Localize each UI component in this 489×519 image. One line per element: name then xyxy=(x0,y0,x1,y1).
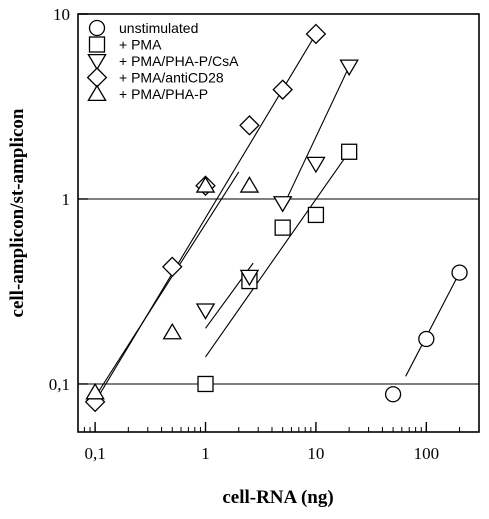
legend-label: + PMA/PHA-P xyxy=(119,86,208,102)
data-point-diamond xyxy=(305,23,327,45)
x-tick-label: 1 xyxy=(201,444,210,463)
fit-line xyxy=(94,171,240,398)
plot-frame xyxy=(77,13,480,433)
data-point-diamond xyxy=(161,256,183,278)
data-point-triangle-down xyxy=(306,156,326,174)
legend-label: + PMA xyxy=(119,37,162,53)
legend-marker-diamond xyxy=(86,67,108,88)
legend-marker-triangle-up xyxy=(87,84,107,102)
y-axis-label: cell-amplicon/st-amplicon xyxy=(7,108,28,317)
legend-label: + PMA/antiCD28 xyxy=(119,70,224,86)
fit-line xyxy=(205,151,350,358)
legend: unstimulated+ PMA+ PMA/PHA-P/CsA+ PMA/an… xyxy=(86,19,239,102)
legend-marker-square xyxy=(88,36,106,53)
x-axis-label: cell-RNA (ng) xyxy=(222,487,333,508)
data-point-circle xyxy=(384,386,402,403)
fit-line xyxy=(282,66,350,208)
data-point-triangle-down xyxy=(339,59,359,77)
axis-ticks: 0,1 1 10 100 0,1 1 10 xyxy=(49,5,439,463)
data-point-diamond xyxy=(239,115,260,136)
data-point-square xyxy=(341,143,358,160)
data-point-circle xyxy=(418,330,435,348)
x-tick-label: 10 xyxy=(307,444,324,463)
data-point-triangle-down xyxy=(272,196,293,213)
data-point-triangle-up xyxy=(195,176,216,193)
data-point-square xyxy=(307,206,325,224)
data-point-triangle-up xyxy=(85,382,105,400)
y-tick-label: 10 xyxy=(53,5,70,24)
legend-label: + PMA/PHA-P/CsA xyxy=(119,53,239,69)
data-point-diamond xyxy=(272,79,293,100)
y-tick-label: 0,1 xyxy=(49,375,70,394)
data-point-square xyxy=(274,219,291,236)
x-tick-label: 0,1 xyxy=(84,444,105,463)
fit-line xyxy=(405,272,461,377)
data-point-triangle-down xyxy=(195,303,216,320)
x-tick-label: 100 xyxy=(414,444,440,463)
legend-marker-triangle-down xyxy=(87,53,107,71)
data-points xyxy=(84,23,468,413)
y-tick-label: 1 xyxy=(62,190,71,209)
data-point-triangle-down xyxy=(239,269,260,287)
legend-marker-circle xyxy=(88,19,106,37)
data-point-circle xyxy=(451,264,468,281)
data-point-triangle-up xyxy=(239,176,260,193)
legend-label: unstimulated xyxy=(119,20,198,36)
data-point-square xyxy=(197,375,214,393)
data-point-triangle-up xyxy=(162,322,183,340)
